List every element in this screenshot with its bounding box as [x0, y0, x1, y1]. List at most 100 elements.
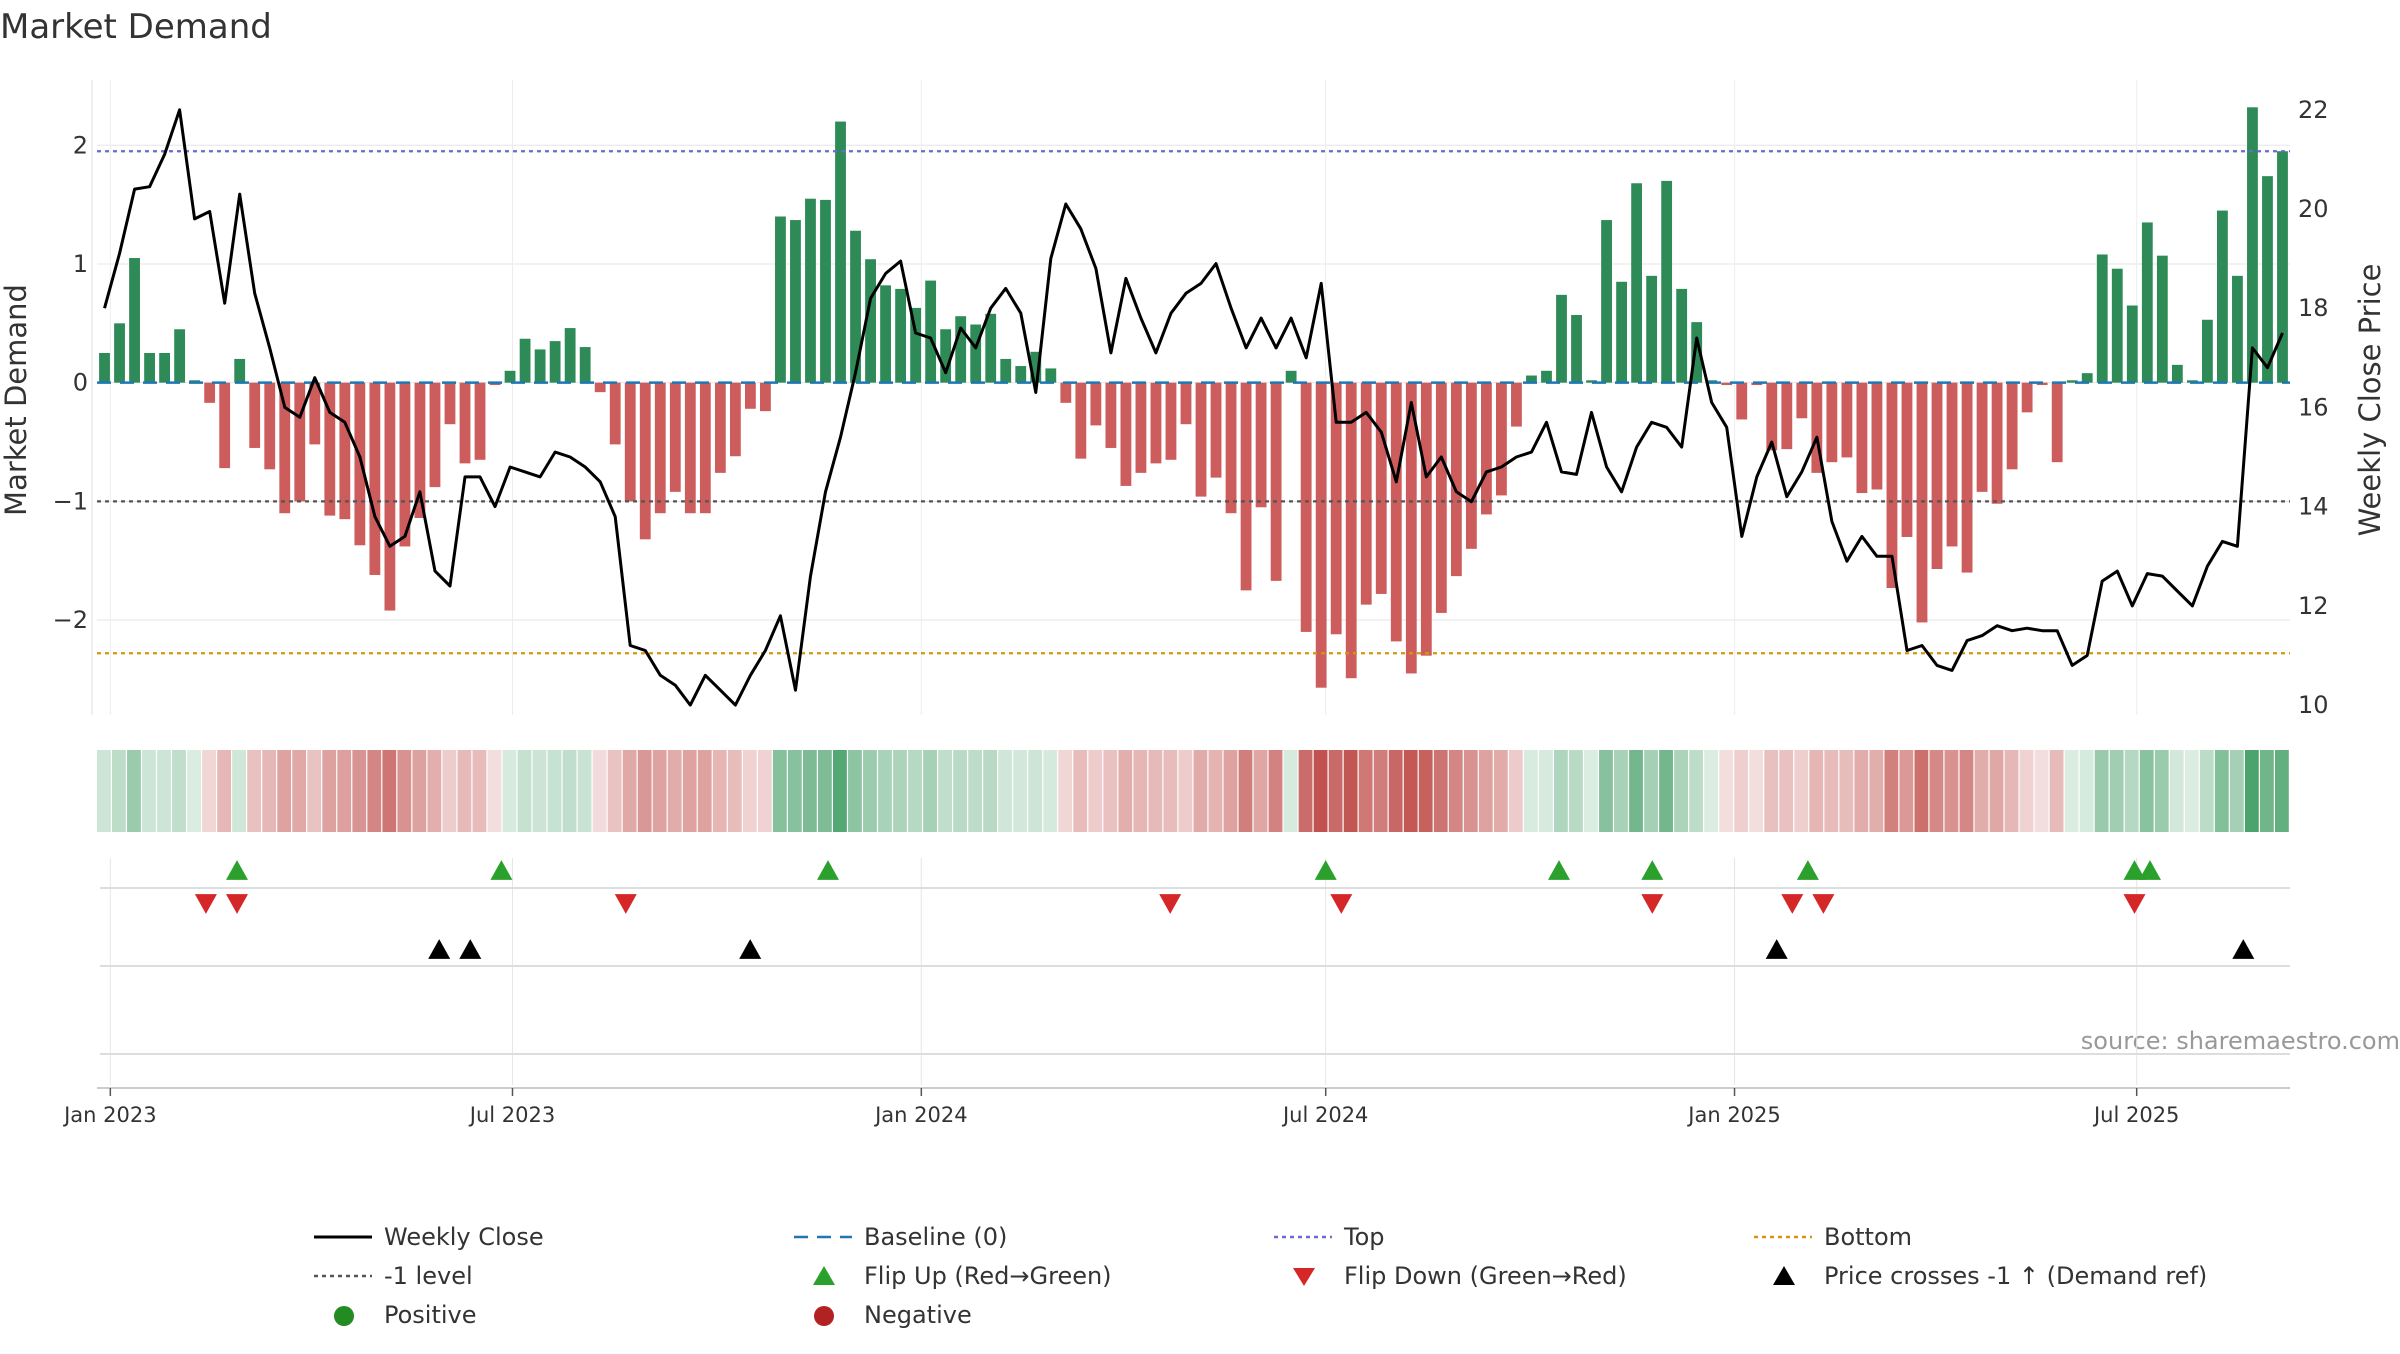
legend-label: -1 level: [384, 1262, 473, 1290]
right-axis-title: Weekly Close Price: [2353, 264, 2387, 537]
demand-bar: [820, 199, 831, 383]
strip-cell: [2154, 750, 2169, 832]
flip-down-marker: [1812, 894, 1835, 914]
demand-bar: [594, 382, 606, 393]
strip-cell: [1178, 750, 1193, 832]
demand-bar: [639, 382, 651, 540]
demand-bar: [1330, 382, 1342, 635]
strip-cell: [172, 750, 186, 832]
demand-bar: [880, 285, 891, 383]
strip-cell: [953, 750, 967, 832]
strip-cell: [1569, 750, 1583, 832]
demand-bar: [369, 382, 381, 575]
strip-cell: [727, 750, 742, 832]
demand-bar: [1450, 382, 1462, 577]
strip-cell: [547, 750, 562, 832]
strip-cell: [607, 750, 622, 832]
strip-cell: [1463, 750, 1478, 832]
strip-cell: [682, 750, 697, 832]
strip-cell: [893, 750, 907, 832]
strip-cell: [1839, 750, 1854, 832]
flip-down-marker: [1330, 894, 1353, 914]
strip-cell: [1328, 750, 1343, 832]
strip-cell: [502, 750, 517, 832]
legend-item: -1 level: [314, 1262, 473, 1290]
demand-bar: [1586, 380, 1597, 383]
demand-bar: [1901, 382, 1913, 537]
demand-bar: [294, 382, 306, 502]
demand-bar: [1480, 382, 1492, 515]
demand-bar: [114, 323, 125, 383]
demand-bar: [1826, 382, 1838, 463]
demand-bar: [1646, 275, 1658, 383]
demand-bar: [2111, 268, 2123, 383]
demand-bar: [1931, 382, 1943, 570]
legend-item: Baseline (0): [794, 1223, 1007, 1251]
demand-bar: [279, 382, 291, 514]
reference-lines: [97, 150, 2290, 655]
left-tick-label: 2: [73, 131, 88, 159]
demand-bar: [699, 382, 711, 514]
legend-item: Positive: [334, 1301, 477, 1329]
strip-cell: [848, 750, 862, 832]
demand-bar: [2141, 222, 2153, 383]
strip-cell: [457, 750, 472, 832]
strip-cell: [983, 750, 998, 832]
strip-cell: [2214, 750, 2229, 832]
left-tick-label: −1: [53, 487, 88, 515]
demand-bar: [1616, 281, 1627, 383]
legend-item: Top: [1274, 1223, 1385, 1251]
price-cross-marker: [1765, 939, 1788, 959]
demand-bar: [204, 382, 216, 403]
strip-cell: [1734, 750, 1749, 832]
legend: Weekly Close Baseline (0) Top Bottom -1 leve…: [314, 1223, 2207, 1329]
flip-up-marker: [1548, 860, 1570, 880]
demand-bar: [775, 216, 786, 383]
demand-bar: [1195, 382, 1207, 497]
legend-swatch: [334, 1306, 354, 1326]
strip-cell: [1418, 750, 1433, 832]
right-tick-label: 10: [2298, 691, 2329, 719]
strip-cell: [1553, 750, 1568, 832]
demand-bar: [850, 230, 861, 383]
strip-cell: [187, 750, 201, 832]
demand-bar: [1150, 382, 1162, 464]
demand-bar: [1270, 382, 1282, 581]
legend-label: Flip Down (Green→Red): [1344, 1262, 1627, 1290]
x-tick-label: Jan 2023: [62, 1103, 157, 1127]
strip-cell: [1268, 750, 1283, 832]
strip-cell: [2229, 750, 2244, 832]
right-tick-label: 22: [2298, 96, 2329, 124]
left-tick-label: 1: [73, 250, 88, 278]
strip-cell: [1133, 750, 1148, 832]
strip-cell: [2244, 750, 2259, 832]
demand-bar: [324, 382, 336, 516]
strip-cell: [562, 750, 577, 832]
demand-bar: [1496, 382, 1507, 496]
demand-bar: [1526, 375, 1537, 383]
price-cross-marker: [459, 939, 482, 959]
demand-bar: [2262, 176, 2273, 383]
demand-bar: [1375, 382, 1387, 594]
demand-bar: [1120, 382, 1132, 486]
legend-item: Flip Up (Red→Green): [813, 1262, 1112, 1290]
demand-bar: [1045, 368, 1057, 383]
right-tick-label: 14: [2298, 493, 2329, 521]
strip-cell: [472, 750, 487, 832]
strip-cell: [1719, 750, 1734, 832]
demand-bar: [1676, 288, 1688, 383]
strip-cell: [1614, 750, 1628, 832]
strip-cell: [1148, 750, 1163, 832]
demand-bar: [865, 259, 876, 383]
demand-bar: [970, 324, 982, 383]
strip-cell: [1103, 750, 1118, 832]
demand-bar: [1285, 370, 1297, 383]
strip-cell: [2124, 750, 2139, 832]
strip-cell: [1644, 750, 1658, 832]
strip-cell: [157, 750, 171, 832]
demand-bar: [504, 370, 516, 383]
demand-bar: [1961, 382, 1973, 573]
demand-bar: [129, 258, 140, 383]
strip-cell: [1899, 750, 1914, 832]
